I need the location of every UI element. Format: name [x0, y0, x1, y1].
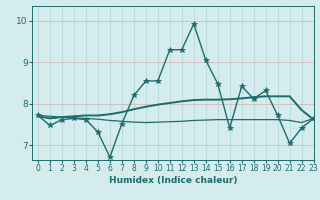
X-axis label: Humidex (Indice chaleur): Humidex (Indice chaleur) — [108, 176, 237, 185]
